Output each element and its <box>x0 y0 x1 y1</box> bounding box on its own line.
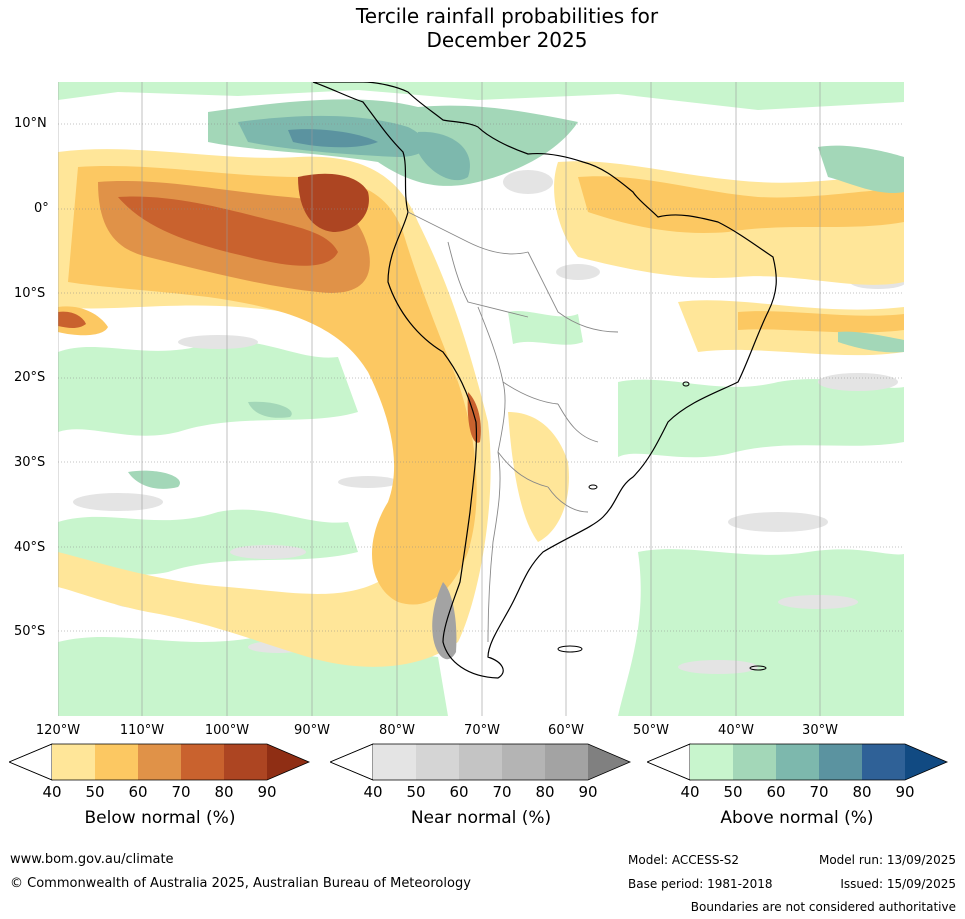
country-borders <box>407 211 619 643</box>
cbar-near-3 <box>502 744 545 780</box>
tick: 70 <box>809 783 829 801</box>
lon-label-50w: 50°W <box>633 723 669 738</box>
lat-label-20s: 20°S <box>14 370 46 385</box>
lon-label-80w: 80°W <box>379 723 415 738</box>
lon-label-60w: 60°W <box>548 723 584 738</box>
colorbar-below-normal <box>9 743 311 781</box>
colorbar-near-normal <box>330 743 632 781</box>
lon-label-110w: 110°W <box>119 723 165 738</box>
tick: 50 <box>406 783 426 801</box>
tick: 60 <box>128 783 148 801</box>
tick: 40 <box>363 783 383 801</box>
near-normal-patagonia <box>432 582 457 660</box>
disclaimer-text: Boundaries are not considered authoritat… <box>690 900 956 914</box>
cbar-above-0 <box>690 744 733 780</box>
lon-label-100w: 100°W <box>204 723 250 738</box>
lat-label-40s: 40°S <box>14 540 46 555</box>
issued-text: Issued: 15/09/2025 <box>840 877 956 891</box>
tick: 50 <box>85 783 105 801</box>
map-title: Tercile rainfall probabilities for Decem… <box>0 4 965 52</box>
tick: 70 <box>171 783 191 801</box>
base-period-text: Base period: 1981-2018 <box>628 877 773 891</box>
lon-label-70w: 70°W <box>464 723 500 738</box>
cbar-near-0 <box>373 744 416 780</box>
tick: 70 <box>492 783 512 801</box>
tick: 90 <box>257 783 277 801</box>
tick: 50 <box>723 783 743 801</box>
cbar-near-2 <box>459 744 502 780</box>
cbar-near-4 <box>545 744 588 780</box>
title-line-1: Tercile rainfall probabilities for <box>355 4 659 28</box>
cbar-below-2 <box>138 744 181 780</box>
graticule <box>58 123 904 632</box>
cbar-below-5 <box>267 744 309 780</box>
cbar-near-1 <box>416 744 459 780</box>
website-link[interactable]: www.bom.gov.au/climate <box>10 852 174 867</box>
cbar-above-4 <box>862 744 905 780</box>
title-line-2: December 2025 <box>426 28 588 52</box>
tick: 60 <box>449 783 469 801</box>
cbar-above-5 <box>905 744 947 780</box>
islands <box>557 381 767 671</box>
colorbar-above-normal <box>647 743 949 781</box>
cbar-above-2 <box>776 744 819 780</box>
tick: 90 <box>578 783 598 801</box>
lat-label-50s: 50°S <box>14 624 46 639</box>
cbar-below-0 <box>52 744 95 780</box>
lat-label-10n: 10°N <box>14 116 47 131</box>
colorbar-near-label: Near normal (%) <box>410 808 552 828</box>
above-normal-strong-areas <box>128 99 904 489</box>
tick: 80 <box>852 783 872 801</box>
tick: 80 <box>535 783 555 801</box>
rainfall-probability-map <box>58 82 904 716</box>
lon-label-40w: 40°W <box>718 723 754 738</box>
cbar-below-3 <box>181 744 224 780</box>
tick: 80 <box>214 783 234 801</box>
coastline <box>312 82 777 679</box>
cbar-above-1 <box>733 744 776 780</box>
lat-label-0: 0° <box>34 201 49 216</box>
colorbar-above-label: Above normal (%) <box>720 808 874 828</box>
tick: 40 <box>680 783 700 801</box>
lon-label-120w: 120°W <box>35 723 81 738</box>
tick: 60 <box>766 783 786 801</box>
cbar-below-1 <box>95 744 138 780</box>
lon-label-30w: 30°W <box>802 723 838 738</box>
tick: 90 <box>895 783 915 801</box>
tick: 40 <box>42 783 62 801</box>
lat-label-10s: 10°S <box>14 286 46 301</box>
lat-label-30s: 30°S <box>14 455 46 470</box>
cbar-below-4 <box>224 744 267 780</box>
model-text: Model: ACCESS-S2 <box>628 853 740 867</box>
model-run-text: Model run: 13/09/2025 <box>818 853 956 867</box>
colorbar-below-label: Below normal (%) <box>84 808 236 828</box>
copyright-text: © Commonwealth of Australia 2025, Austra… <box>10 876 471 891</box>
cbar-near-5 <box>588 744 630 780</box>
lon-label-90w: 90°W <box>294 723 330 738</box>
cbar-above-3 <box>819 744 862 780</box>
